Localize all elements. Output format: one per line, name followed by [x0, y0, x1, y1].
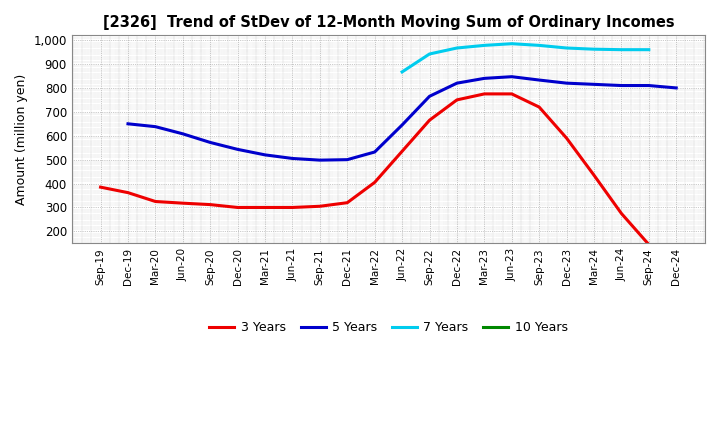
5 Years: [206, 140, 215, 145]
3 Years: [233, 205, 242, 210]
5 Years: [397, 122, 406, 128]
3 Years: [261, 205, 269, 210]
5 Years: [617, 83, 626, 88]
3 Years: [288, 205, 297, 210]
5 Years: [315, 158, 324, 163]
5 Years: [426, 94, 434, 99]
3 Years: [535, 104, 544, 110]
5 Years: [535, 77, 544, 83]
7 Years: [644, 47, 653, 52]
3 Years: [480, 91, 489, 96]
3 Years: [644, 242, 653, 247]
Y-axis label: Amount (million yen): Amount (million yen): [15, 74, 28, 205]
3 Years: [206, 202, 215, 207]
3 Years: [562, 136, 571, 141]
Line: 5 Years: 5 Years: [128, 77, 676, 160]
7 Years: [480, 43, 489, 48]
5 Years: [672, 85, 680, 91]
5 Years: [343, 157, 351, 162]
7 Years: [535, 43, 544, 48]
5 Years: [124, 121, 132, 126]
7 Years: [397, 69, 406, 74]
7 Years: [617, 47, 626, 52]
5 Years: [480, 76, 489, 81]
3 Years: [397, 149, 406, 154]
5 Years: [151, 124, 160, 129]
5 Years: [370, 149, 379, 154]
7 Years: [590, 47, 598, 52]
7 Years: [453, 45, 462, 51]
3 Years: [426, 117, 434, 123]
Legend: 3 Years, 5 Years, 7 Years, 10 Years: 3 Years, 5 Years, 7 Years, 10 Years: [204, 316, 572, 339]
3 Years: [508, 91, 516, 96]
5 Years: [288, 156, 297, 161]
Line: 3 Years: 3 Years: [101, 94, 649, 245]
5 Years: [233, 147, 242, 152]
7 Years: [562, 45, 571, 51]
5 Years: [644, 83, 653, 88]
3 Years: [590, 172, 598, 178]
5 Years: [179, 131, 187, 136]
3 Years: [617, 211, 626, 216]
3 Years: [315, 204, 324, 209]
5 Years: [590, 82, 598, 87]
3 Years: [179, 201, 187, 206]
3 Years: [370, 180, 379, 185]
3 Years: [343, 200, 351, 205]
7 Years: [426, 51, 434, 57]
Line: 7 Years: 7 Years: [402, 44, 649, 72]
3 Years: [453, 97, 462, 103]
7 Years: [508, 41, 516, 46]
3 Years: [96, 184, 105, 190]
5 Years: [261, 152, 269, 158]
5 Years: [453, 81, 462, 86]
3 Years: [151, 199, 160, 204]
5 Years: [562, 81, 571, 86]
Title: [2326]  Trend of StDev of 12-Month Moving Sum of Ordinary Incomes: [2326] Trend of StDev of 12-Month Moving…: [102, 15, 674, 30]
5 Years: [508, 74, 516, 79]
3 Years: [124, 190, 132, 195]
